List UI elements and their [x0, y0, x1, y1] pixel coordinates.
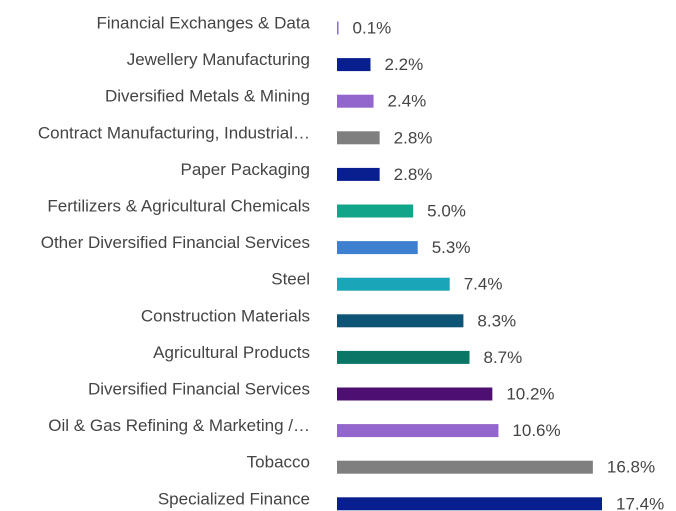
bar — [337, 21, 339, 35]
value-label: 17.4% — [616, 494, 664, 511]
bar — [337, 424, 499, 438]
value-label: 10.6% — [512, 421, 560, 440]
bar — [337, 277, 450, 291]
category-label: Oil & Gas Refining & Marketing /… — [48, 416, 310, 435]
bar — [337, 314, 464, 328]
bar — [337, 350, 470, 364]
value-label: 8.3% — [477, 311, 516, 330]
bar — [337, 58, 371, 72]
category-label: Fertilizers & Agricultural Chemicals — [47, 196, 310, 215]
category-label: Agricultural Products — [153, 343, 310, 362]
value-label: 16.8% — [607, 458, 655, 477]
bar — [337, 387, 493, 401]
category-label: Diversified Financial Services — [88, 379, 310, 398]
value-label: 7.4% — [464, 275, 503, 294]
category-label: Specialized Finance — [158, 489, 310, 508]
category-label: Financial Exchanges & Data — [96, 13, 310, 32]
bar — [337, 131, 380, 145]
value-label: 10.2% — [506, 384, 554, 403]
value-label: 5.0% — [427, 201, 466, 220]
category-label: Tobacco — [247, 453, 310, 472]
bar — [337, 460, 593, 474]
bar — [337, 167, 380, 181]
value-label: 2.2% — [385, 55, 424, 74]
value-label: 2.4% — [388, 92, 427, 111]
category-label: Paper Packaging — [181, 160, 310, 179]
value-label: 8.7% — [484, 348, 523, 367]
value-label: 2.8% — [394, 165, 433, 184]
category-label: Contract Manufacturing, Industrial… — [38, 123, 310, 142]
value-label: 5.3% — [432, 238, 471, 257]
category-label: Other Diversified Financial Services — [41, 233, 310, 252]
category-label: Construction Materials — [141, 306, 310, 325]
bar — [337, 94, 374, 108]
value-label: 2.8% — [394, 128, 433, 147]
category-label: Jewellery Manufacturing — [127, 50, 310, 69]
bar — [337, 204, 414, 218]
bar — [337, 497, 602, 511]
category-label: Steel — [271, 270, 310, 289]
bar — [337, 241, 418, 255]
value-label: 0.1% — [353, 18, 392, 37]
category-label: Diversified Metals & Mining — [105, 87, 310, 106]
